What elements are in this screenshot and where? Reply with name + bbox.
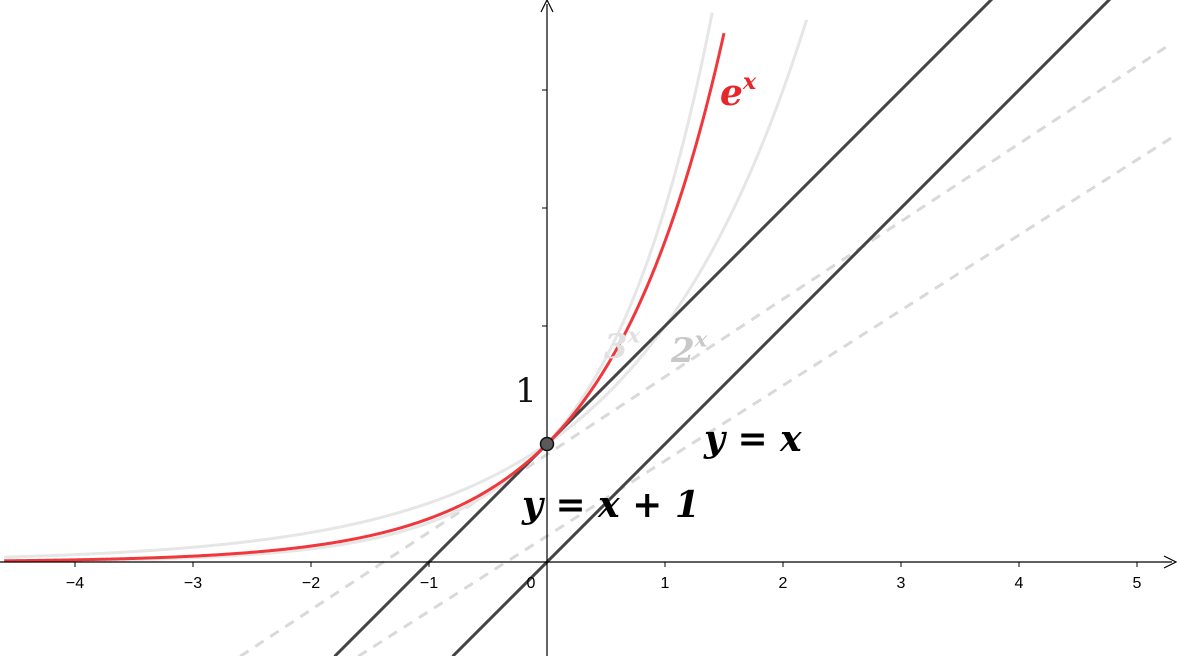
point-0-1 [539, 436, 555, 452]
x-tick-label: 0 [527, 575, 536, 592]
x-tick-label: 1 [661, 575, 670, 592]
x-tick-label: 2 [779, 575, 788, 592]
dashed-guide-line-5 [239, 41, 1174, 656]
series-y-x-1 [333, 0, 994, 656]
x-tick-label: 4 [1015, 575, 1024, 592]
label-2-x: 2x [670, 327, 708, 371]
label-y-eq-x: y = x [703, 418, 802, 460]
x-tick-label: −3 [184, 575, 202, 592]
x-tick-label: 5 [1133, 575, 1142, 592]
dashed-guide-line-6 [357, 135, 1174, 656]
label-y-eq-x-plus-1: y = x + 1 [521, 484, 700, 526]
series-e-x [4, 32, 726, 563]
x-tick-label: −1 [420, 575, 438, 592]
x-tick-label: 3 [897, 575, 906, 592]
x-axis-arrow-icon [1163, 555, 1178, 569]
series-2-x [4, 19, 809, 559]
series-y-x [451, 0, 1112, 656]
series-3-x [4, 12, 714, 563]
x-tick-label: −4 [66, 575, 84, 592]
label-e-x: ex [720, 69, 757, 114]
curves-layer [4, 0, 1174, 656]
labels-layer: 1 ex 3x 2x y = x + 1y = x [515, 69, 802, 526]
x-tick-label: −2 [302, 575, 320, 592]
label-3-x: 3x [604, 323, 641, 367]
y-axis-arrow-icon [540, 0, 554, 13]
y-tick-label-1: 1 [515, 371, 537, 411]
